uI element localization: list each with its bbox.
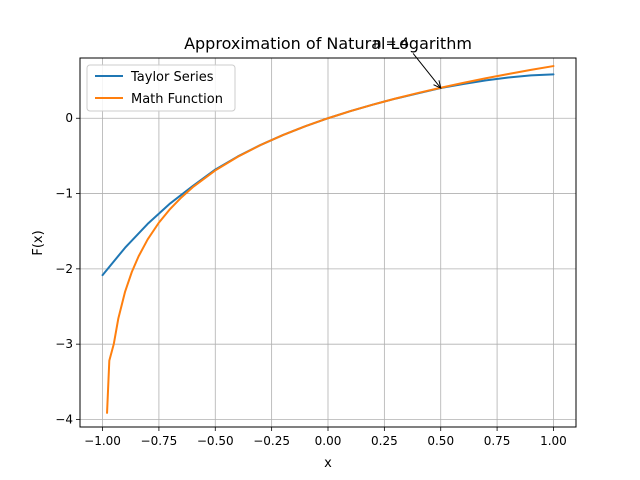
y-axis-label: F(x) [31, 230, 46, 255]
x-axis-label: x [324, 456, 332, 471]
legend: Taylor Series Math Function [86, 64, 236, 112]
x-tick-label: −1.00 [84, 434, 121, 448]
x-tick-label: 0.75 [484, 434, 511, 448]
x-tick-label: −0.50 [197, 434, 234, 448]
x-tick-label: 1.00 [540, 434, 567, 448]
series-layer [101, 65, 555, 414]
annotation-arrowhead [433, 80, 442, 90]
annotation-text: n = 4 [373, 36, 409, 51]
chart-title: Approximation of Natural Logarithm [184, 34, 472, 53]
x-tick-label: −0.25 [253, 434, 290, 448]
y-tick-label: −1 [55, 187, 73, 201]
y-tick-label: −2 [55, 262, 73, 276]
annotations: n = 4 [373, 36, 442, 90]
x-tick-label: 0.50 [427, 434, 454, 448]
legend-box [86, 64, 236, 112]
y-axis: −4 −3 −2 −1 0 [55, 111, 80, 426]
legend-label-math: Math Function [131, 92, 223, 107]
y-tick-label: 0 [65, 111, 73, 125]
x-tick-label: 0.25 [371, 434, 398, 448]
annotation-arrow [412, 53, 442, 89]
y-tick-label: −3 [55, 337, 73, 351]
y-tick-label: −4 [55, 412, 73, 426]
x-tick-label: 0.00 [315, 434, 342, 448]
legend-label-taylor: Taylor Series [130, 70, 214, 85]
x-axis: −1.00 −0.75 −0.50 −0.25 0.00 0.25 0.50 0.75 1.00 [84, 427, 567, 448]
series-line-math [106, 65, 555, 414]
x-tick-label: −0.75 [141, 434, 178, 448]
